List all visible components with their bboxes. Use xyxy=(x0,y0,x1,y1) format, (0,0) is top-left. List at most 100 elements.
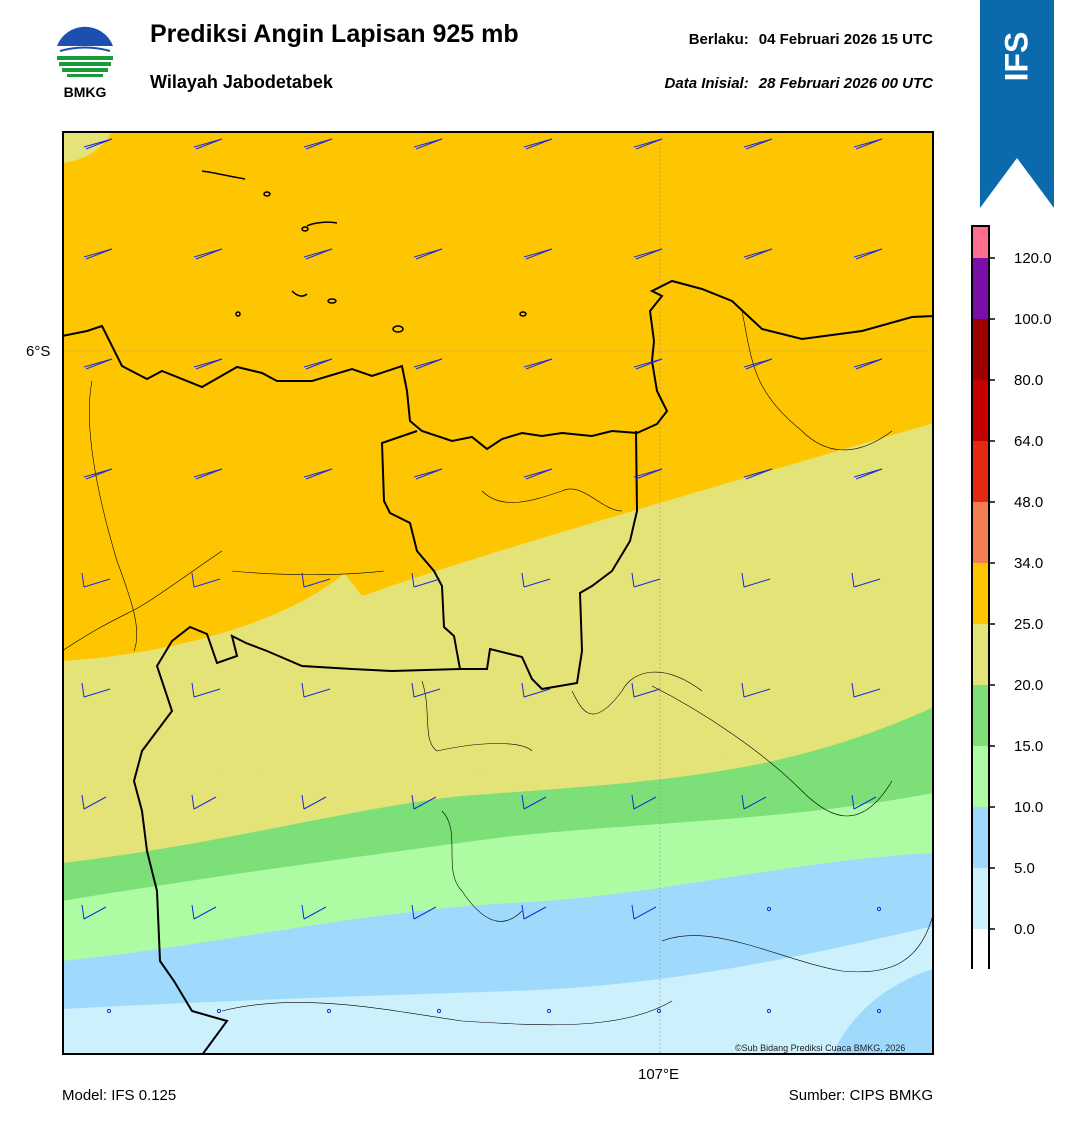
colorbar-segment xyxy=(972,563,989,624)
wind-barb xyxy=(853,138,883,150)
colorbar-tick-label: 5.0 xyxy=(1014,860,1035,877)
wind-barb xyxy=(413,248,443,260)
wind-barb xyxy=(411,572,441,588)
regency-borders xyxy=(61,310,935,1026)
wind-barb xyxy=(81,904,107,920)
wind-barb xyxy=(83,358,113,370)
wind-barb xyxy=(303,138,333,150)
wind-barb xyxy=(631,682,661,698)
colorbar-segment xyxy=(972,226,989,258)
wind-barb xyxy=(83,468,113,480)
colorbar-segment xyxy=(972,624,989,685)
wind-barb xyxy=(523,468,553,480)
colorbar-segment xyxy=(972,868,989,929)
wind-barb xyxy=(851,794,877,810)
map-credit: ©Sub Bidang Prediksi Cuaca BMKG, 2026 xyxy=(735,1043,906,1053)
wind-barb-calm xyxy=(876,906,882,912)
wind-barb xyxy=(191,904,217,920)
wind-barb xyxy=(633,358,663,370)
wind-barb-calm xyxy=(216,1008,222,1014)
wind-barb xyxy=(743,358,773,370)
colorbar-tick-label: 64.0 xyxy=(1014,433,1043,450)
wind-barb xyxy=(191,682,221,698)
wind-barb xyxy=(83,138,113,150)
lon-tick-label: 107°E xyxy=(638,1066,680,1083)
wind-barb xyxy=(631,572,661,588)
wind-barb xyxy=(631,794,657,810)
colorbar-segment xyxy=(972,502,989,563)
ifs-label: IFS xyxy=(998,31,1035,82)
wind-barb xyxy=(633,468,663,480)
wind-barb xyxy=(303,248,333,260)
wind-map: ©Sub Bidang Prediksi Cuaca BMKG, 2026 xyxy=(61,131,935,1056)
wind-barb xyxy=(413,358,443,370)
band-25-34-b xyxy=(62,437,372,661)
wind-barb-calm xyxy=(326,1008,332,1014)
page-subtitle: Wilayah Jabodetabek xyxy=(150,72,333,92)
wind-barb xyxy=(743,248,773,260)
band-0-5 xyxy=(62,926,934,1055)
wind-barb-calm xyxy=(106,1008,112,1014)
wind-barb-calm xyxy=(766,906,772,912)
wind-barb xyxy=(191,572,221,588)
init-label: Data Inisial: xyxy=(664,75,749,92)
colorbar-tick-label: 15.0 xyxy=(1014,738,1043,755)
wind-barb xyxy=(521,682,551,698)
band-corner-top xyxy=(62,131,112,163)
wind-barb xyxy=(193,138,223,150)
valid-time-row: Berlaku: 04 Februari 2026 15 UTC xyxy=(689,31,933,48)
init-time-row: Data Inisial: 28 Februari 2026 00 UTC xyxy=(665,75,933,92)
wind-barbs xyxy=(81,138,883,1014)
wind-barb xyxy=(81,572,111,588)
colorbar-tick-label: 10.0 xyxy=(1014,799,1043,816)
wind-barb-calm xyxy=(546,1008,552,1014)
colorbar-legend: 120.0 100.0 80.0 64.0 48.0 34.0 25.0 20.0 15.0 10… xyxy=(970,224,1080,991)
wind-barb xyxy=(851,682,881,698)
colorbar-tick-label: 20.0 xyxy=(1014,677,1043,694)
wind-barb xyxy=(303,358,333,370)
wind-barb xyxy=(523,358,553,370)
valid-label: Berlaku: xyxy=(688,31,749,48)
wind-barb xyxy=(303,468,333,480)
wind-barb xyxy=(193,358,223,370)
wind-barb xyxy=(743,138,773,150)
logo-text: BMKG xyxy=(63,84,107,100)
wind-barb xyxy=(633,248,663,260)
wind-barb xyxy=(413,468,443,480)
wind-barb xyxy=(83,248,113,260)
wind-barb xyxy=(521,572,551,588)
lat-tick-label: 6°S xyxy=(26,343,51,360)
wind-barb-calm xyxy=(656,1008,662,1014)
islands xyxy=(201,170,527,333)
wind-barb xyxy=(523,248,553,260)
colorbar-tick-label: 120.0 xyxy=(1014,250,1052,267)
wind-barb xyxy=(741,682,771,698)
wind-barb xyxy=(521,904,547,920)
wind-barb xyxy=(301,904,327,920)
colorbar-tick-label: 0.0 xyxy=(1014,921,1035,938)
ifs-ribbon: IFS xyxy=(980,0,1054,208)
colorbar-tick-label: 48.0 xyxy=(1014,494,1043,511)
wind-barb xyxy=(191,794,217,810)
colorbar-segment xyxy=(972,746,989,807)
wind-barb xyxy=(853,358,883,370)
wind-barb xyxy=(301,572,331,588)
wind-barb-calm xyxy=(766,1008,772,1014)
page-title: Prediksi Angin Lapisan 925 mb xyxy=(150,20,519,48)
wind-barb xyxy=(411,904,437,920)
source-label: Sumber: CIPS BMKG xyxy=(788,1087,933,1104)
colorbar-tick-label: 100.0 xyxy=(1014,311,1052,328)
model-label: Model: IFS 0.125 xyxy=(62,1087,177,1104)
wind-barb xyxy=(523,138,553,150)
wind-barb xyxy=(411,682,441,698)
wind-barb xyxy=(853,468,883,480)
colorbar-tick-label: 34.0 xyxy=(1014,555,1043,572)
colorbar-segment xyxy=(972,441,989,502)
wind-barb xyxy=(81,794,107,810)
wind-barb xyxy=(413,138,443,150)
valid-time: 04 Februari 2026 15 UTC xyxy=(758,31,933,48)
wind-barb xyxy=(81,682,111,698)
wind-barb xyxy=(193,468,223,480)
colorbar-tick-label: 25.0 xyxy=(1014,616,1043,633)
wind-barb xyxy=(411,794,437,810)
